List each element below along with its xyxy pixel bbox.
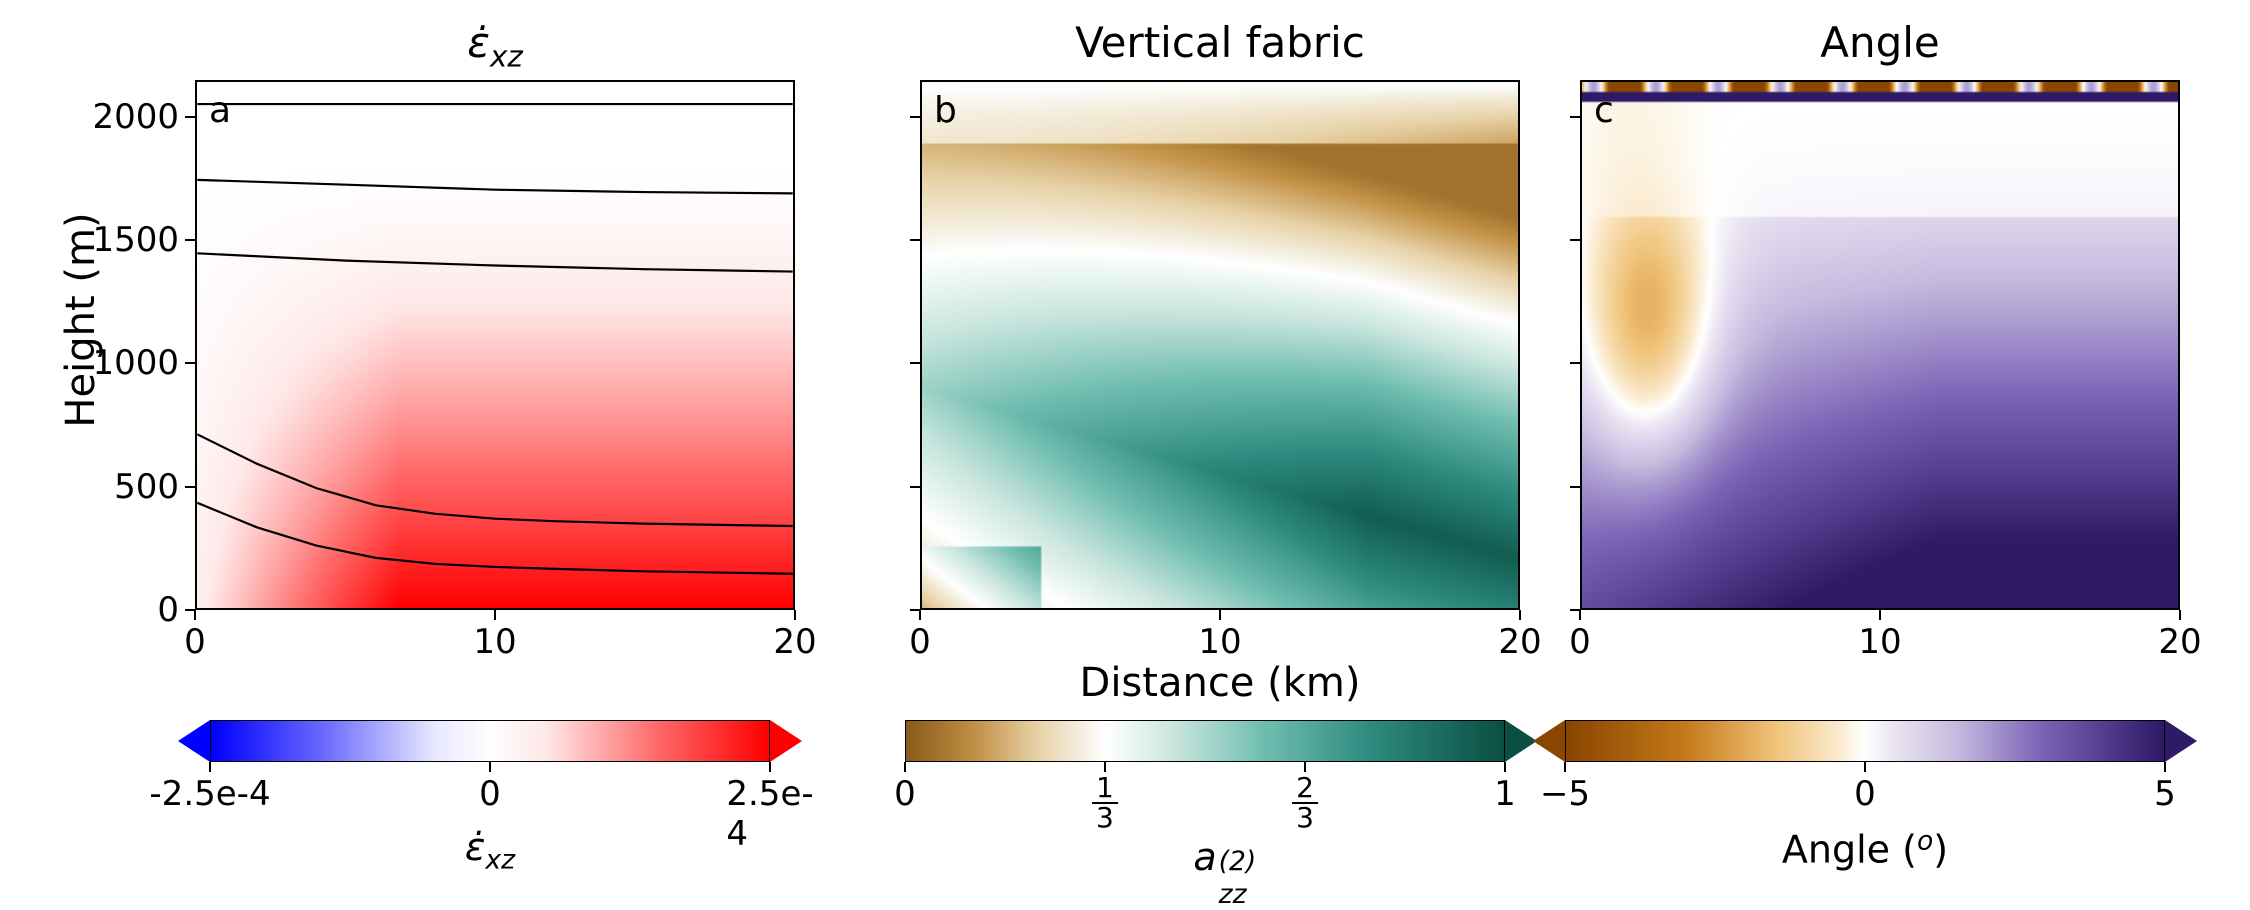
panel-a-title: ε̇xz xyxy=(195,18,795,73)
panel-c-angle: c xyxy=(1580,80,2180,610)
colorbar-c-title: Angle (o) xyxy=(1565,825,2165,872)
colorbar-c-arrow-left xyxy=(1533,720,1565,762)
colorbar-c-arrow-right xyxy=(2165,720,2197,762)
panel-a-heatmap xyxy=(197,82,793,608)
colorbar-b-title: a(2)zz xyxy=(905,835,1505,879)
panel-a-strain-rate: a xyxy=(195,80,795,610)
y-axis-label: Height (m) xyxy=(58,170,104,470)
panel-b-heatmap xyxy=(922,82,1518,608)
x-axis-label: Distance (km) xyxy=(905,660,1535,706)
panel-c-title: Angle xyxy=(1580,18,2180,67)
colorbar-a-body xyxy=(210,720,770,762)
panel-b-title: Vertical fabric xyxy=(920,18,1520,67)
panel-b-letter: b xyxy=(934,90,957,131)
colorbar-c-body xyxy=(1565,720,2165,762)
colorbar-a: ε̇xz -2.5e-402.5e-4 xyxy=(210,720,770,880)
colorbar-c: Angle (o) −505 xyxy=(1565,720,2165,880)
colorbar-a-arrow-right xyxy=(770,720,802,762)
colorbar-a-title: ε̇xz xyxy=(210,825,770,876)
panel-b-vertical-fabric: b xyxy=(920,80,1520,610)
panel-c-heatmap xyxy=(1582,82,2178,608)
panel-c-letter: c xyxy=(1594,90,1614,131)
panel-a-letter: a xyxy=(209,90,231,131)
colorbar-b-body xyxy=(905,720,1505,762)
colorbar-a-arrow-left xyxy=(178,720,210,762)
colorbar-b: a(2)zz 013231 xyxy=(905,720,1505,880)
